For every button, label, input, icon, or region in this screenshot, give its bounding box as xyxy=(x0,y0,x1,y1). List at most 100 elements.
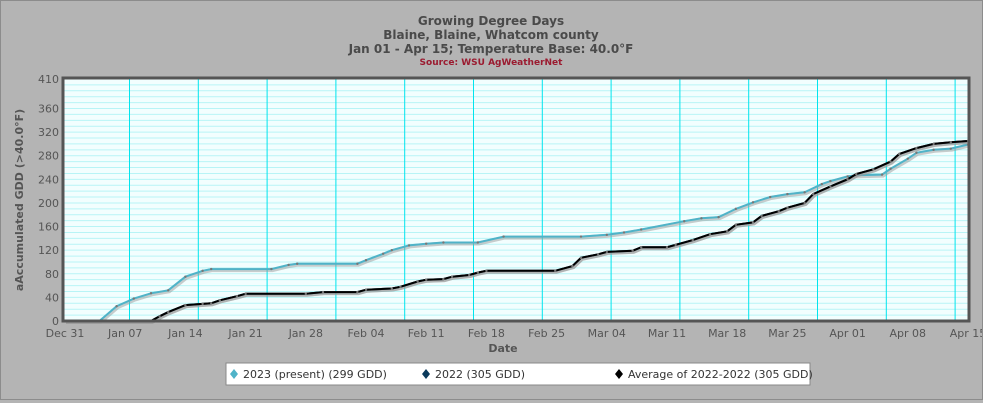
data-point xyxy=(579,235,583,238)
data-point xyxy=(450,275,454,278)
x-tick-label: Mar 04 xyxy=(588,327,626,340)
data-point xyxy=(846,175,849,178)
data-point xyxy=(425,278,428,281)
data-point xyxy=(201,302,204,306)
data-point xyxy=(554,269,557,273)
data-point xyxy=(760,214,763,218)
data-point xyxy=(829,185,832,188)
data-point xyxy=(571,264,574,268)
data-point xyxy=(889,167,892,170)
x-tick-label: Apr 08 xyxy=(890,327,927,340)
series-lines xyxy=(63,139,970,324)
data-point xyxy=(751,201,755,204)
legend-entry: 2023 (present) (299 GDD) xyxy=(243,368,387,381)
data-point xyxy=(622,231,626,234)
y-tick-label: 360 xyxy=(38,103,59,116)
plot-border xyxy=(61,76,971,323)
data-point xyxy=(734,223,737,226)
data-point xyxy=(640,246,643,249)
x-tick-label: Apr 01 xyxy=(829,327,866,340)
legend-marker-icon xyxy=(615,369,623,379)
y-tick-label: 410 xyxy=(38,73,59,86)
data-point xyxy=(390,248,393,252)
data-point xyxy=(184,275,187,278)
data-point xyxy=(167,289,170,292)
legend-entry: 2022 (305 GDD) xyxy=(435,368,525,381)
y-tick-label: 80 xyxy=(45,268,59,281)
x-tick-label: Jan 14 xyxy=(167,327,202,340)
data-point xyxy=(726,230,729,233)
data-point xyxy=(855,172,858,176)
data-point xyxy=(468,273,471,277)
data-point xyxy=(674,243,677,247)
data-point xyxy=(605,250,608,254)
data-point xyxy=(149,292,153,295)
legend-marker-icon xyxy=(230,369,238,379)
data-point xyxy=(812,192,815,196)
data-point xyxy=(949,140,952,144)
x-tick-label: Feb 04 xyxy=(348,327,385,340)
data-point xyxy=(218,299,221,302)
x-tick-label: Jan 07 xyxy=(107,327,142,340)
data-point xyxy=(734,207,737,211)
chart-title: Growing Degree Days xyxy=(418,14,564,28)
data-point xyxy=(906,157,909,160)
data-point xyxy=(304,292,307,296)
data-point xyxy=(683,220,686,223)
legend-entry: Average of 2022-2022 (305 GDD) xyxy=(628,368,813,381)
data-point xyxy=(442,241,445,244)
x-tick-label: Jan 28 xyxy=(288,327,323,340)
legend-marker-icon xyxy=(422,369,430,379)
data-point xyxy=(579,256,583,260)
data-point xyxy=(700,217,703,220)
data-point xyxy=(184,303,187,307)
data-point xyxy=(296,262,299,265)
chart-source[interactable]: Source: WSU AgWeatherNet xyxy=(420,58,564,68)
data-point xyxy=(777,210,780,213)
x-axis: Dec 31 Jan 07 Jan 14 Jan 21 Jan 28 Feb 04 Feb … xyxy=(46,327,983,340)
data-point xyxy=(476,241,479,244)
y-tick-label: 280 xyxy=(38,150,59,163)
y-tick-label: 120 xyxy=(38,244,59,257)
x-tick-label: Feb 25 xyxy=(528,327,565,340)
data-point xyxy=(390,287,393,290)
legend: 2023 (present) (299 GDD) 2022 (305 GDD) Av… xyxy=(225,362,813,386)
y-axis: 0 40 80 120 160 200 240 280 320 360 410 xyxy=(38,73,59,328)
data-point xyxy=(889,160,892,163)
data-point xyxy=(356,290,359,294)
data-point xyxy=(605,233,608,237)
x-tick-label: Feb 18 xyxy=(468,327,505,340)
data-point xyxy=(287,263,290,267)
x-tick-label: Mar 18 xyxy=(708,327,746,340)
x-axis-label: Date xyxy=(488,342,517,355)
y-tick-label: 0 xyxy=(52,315,59,328)
data-point xyxy=(158,315,161,318)
data-point xyxy=(717,215,720,219)
data-point xyxy=(364,288,368,291)
data-point xyxy=(846,178,849,181)
data-point xyxy=(244,292,247,296)
data-point xyxy=(399,285,402,288)
y-tick-label: 240 xyxy=(38,173,59,186)
series-shadow xyxy=(66,140,970,324)
data-point xyxy=(786,192,789,196)
data-point xyxy=(442,277,445,281)
data-point xyxy=(829,179,832,183)
data-point xyxy=(132,297,135,300)
data-point xyxy=(803,201,806,205)
data-point xyxy=(915,151,918,154)
data-point xyxy=(210,302,213,305)
data-point xyxy=(915,146,918,150)
data-point xyxy=(769,195,772,199)
x-tick-label: Dec 31 xyxy=(46,327,85,340)
data-point xyxy=(786,206,789,209)
data-point xyxy=(691,238,694,242)
data-point xyxy=(485,269,488,273)
chart-subtitle-2: Jan 01 - Apr 15; Temperature Base: 40.0°… xyxy=(348,42,634,56)
y-tick-label: 40 xyxy=(45,291,59,304)
data-point xyxy=(803,191,806,194)
data-point xyxy=(356,262,359,265)
data-point xyxy=(167,310,170,314)
